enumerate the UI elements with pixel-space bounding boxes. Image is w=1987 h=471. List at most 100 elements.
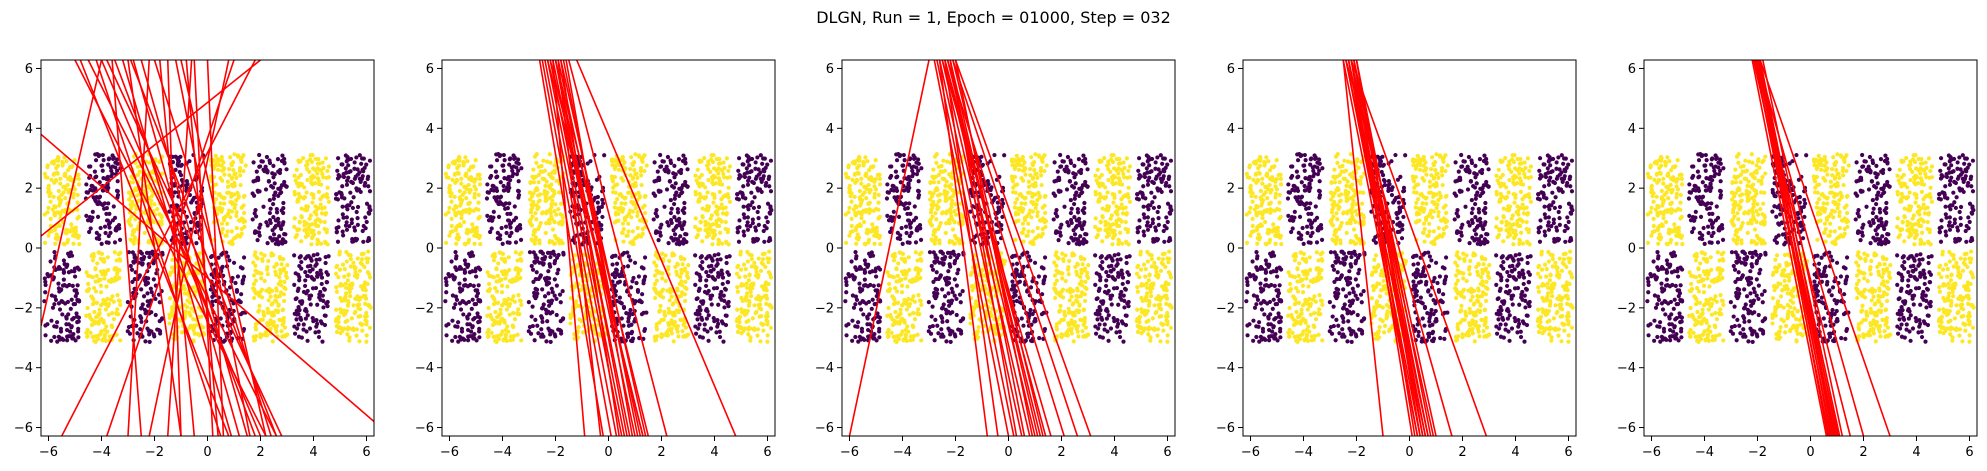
point-yellow xyxy=(630,229,635,234)
point-yellow xyxy=(536,226,541,232)
point-purple xyxy=(639,265,644,270)
point-yellow xyxy=(317,230,322,235)
point-purple xyxy=(444,323,449,328)
point-purple xyxy=(706,254,711,259)
point-purple xyxy=(872,302,877,307)
point-yellow xyxy=(843,212,848,217)
point-purple xyxy=(897,153,902,159)
point-yellow xyxy=(680,329,685,334)
point-yellow xyxy=(457,195,462,200)
point-yellow xyxy=(472,226,477,231)
point-purple xyxy=(453,324,458,329)
point-yellow xyxy=(170,257,175,262)
point-purple xyxy=(708,293,713,299)
point-purple xyxy=(610,262,615,267)
point-yellow xyxy=(866,201,871,206)
point-purple xyxy=(311,253,316,258)
hyperplane-line xyxy=(560,60,647,436)
point-yellow xyxy=(364,310,369,316)
point-purple xyxy=(867,251,872,256)
point-yellow xyxy=(456,171,461,176)
point-yellow xyxy=(259,295,265,300)
point-purple xyxy=(106,233,111,239)
point-yellow xyxy=(297,195,302,200)
point-yellow xyxy=(48,216,53,222)
point-yellow xyxy=(682,257,687,262)
point-yellow xyxy=(321,165,326,171)
point-purple xyxy=(265,223,270,228)
point-yellow xyxy=(476,207,481,212)
point-yellow xyxy=(900,316,905,321)
point-purple xyxy=(534,294,539,299)
point-yellow xyxy=(132,188,137,193)
point-purple xyxy=(885,190,890,195)
point-purple xyxy=(488,229,493,235)
point-purple xyxy=(216,255,221,260)
point-purple xyxy=(862,277,867,282)
point-purple xyxy=(444,279,449,284)
point-purple xyxy=(668,197,673,203)
point-yellow xyxy=(472,191,477,196)
point-purple xyxy=(666,223,671,228)
point-yellow xyxy=(338,325,343,330)
point-yellow xyxy=(749,294,754,299)
point-yellow xyxy=(746,318,751,323)
point-purple xyxy=(462,277,467,282)
point-purple xyxy=(69,269,74,274)
point-purple xyxy=(911,164,916,169)
point-purple xyxy=(597,209,602,214)
point-yellow xyxy=(750,316,755,321)
point-purple xyxy=(712,277,718,282)
y-tick-label: −4 xyxy=(415,361,434,376)
point-yellow xyxy=(114,312,119,317)
point-yellow xyxy=(270,339,275,344)
point-purple xyxy=(755,209,760,215)
point-purple xyxy=(355,216,360,221)
point-yellow xyxy=(532,228,537,233)
point-purple xyxy=(706,338,711,343)
point-yellow xyxy=(461,159,466,165)
x-tick-label: 4 xyxy=(309,445,317,460)
point-yellow xyxy=(313,156,318,162)
point-purple xyxy=(359,161,364,166)
point-yellow xyxy=(477,176,482,181)
point-purple xyxy=(526,329,531,334)
point-purple xyxy=(904,230,909,236)
point-purple xyxy=(622,282,628,287)
point-purple xyxy=(366,174,371,179)
point-purple xyxy=(634,280,639,286)
point-yellow xyxy=(639,173,644,178)
point-yellow xyxy=(130,202,135,207)
point-purple xyxy=(498,180,503,185)
point-yellow xyxy=(239,155,244,160)
point-yellow xyxy=(110,310,115,316)
point-yellow xyxy=(347,286,352,291)
point-yellow xyxy=(865,227,870,232)
point-yellow xyxy=(517,251,522,257)
point-yellow xyxy=(859,210,864,215)
point-purple xyxy=(910,168,915,173)
point-yellow xyxy=(756,303,761,308)
point-purple xyxy=(264,154,270,160)
point-yellow xyxy=(229,229,234,234)
point-yellow xyxy=(234,225,239,231)
point-yellow xyxy=(548,160,553,165)
point-yellow xyxy=(219,168,225,173)
point-yellow xyxy=(276,302,281,307)
point-yellow xyxy=(755,327,761,332)
point-yellow xyxy=(758,297,763,302)
point-yellow xyxy=(672,323,677,328)
point-purple xyxy=(915,225,921,230)
point-purple xyxy=(284,167,289,172)
point-purple xyxy=(52,294,58,299)
point-purple xyxy=(738,190,743,195)
point-yellow xyxy=(447,187,452,193)
point-yellow xyxy=(367,325,373,330)
point-yellow xyxy=(685,275,691,281)
point-purple xyxy=(50,305,56,310)
point-yellow xyxy=(531,174,536,180)
point-purple xyxy=(135,331,140,336)
point-purple xyxy=(317,257,322,262)
point-purple xyxy=(335,176,341,181)
point-yellow xyxy=(643,210,648,216)
